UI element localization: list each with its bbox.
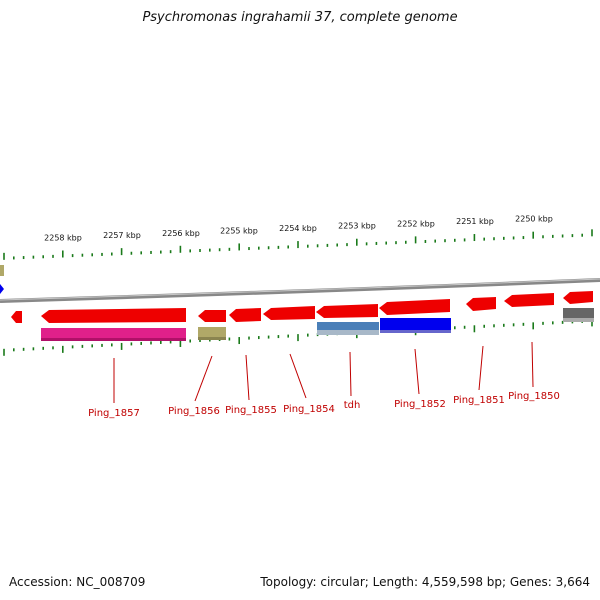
scale-labels: 2258 kbp 2257 kbp 2256 kbp 2255 kbp 2254 kbp…: [44, 215, 553, 243]
cds-ping-1857: [41, 308, 186, 323]
cds-ping-1854: [263, 306, 315, 320]
top-scale-ticks: [3, 229, 593, 260]
gene-label: tdh: [344, 400, 361, 411]
cds-right-edge: [563, 291, 593, 304]
scale-label: 2250 kbp: [515, 215, 553, 224]
gene-label: Ping_1857: [88, 408, 140, 419]
feature-blue: [380, 318, 451, 332]
gene-labels: Ping_1857 Ping_1856 Ping_1855 Ping_1854 …: [88, 391, 560, 419]
gene-label: Ping_1851: [453, 395, 505, 406]
cds-ping-1856: [198, 310, 226, 322]
gene-label: Ping_1850: [508, 391, 560, 402]
feature-gray: [563, 308, 594, 321]
topology-text: Topology: circular; Length: 4,559,598 bp…: [260, 575, 590, 589]
gene-label: Ping_1855: [225, 405, 277, 416]
scale-label: 2256 kbp: [162, 229, 200, 238]
genome-backbone: [0, 278, 600, 303]
gene-label: Ping_1854: [283, 404, 335, 415]
scale-label: 2255 kbp: [220, 226, 258, 235]
cds-arrow-small: [11, 311, 22, 323]
scale-label: 2251 kbp: [456, 217, 494, 226]
accession-text: Accession: NC_008709: [9, 575, 146, 589]
cds-ping-1852: [379, 299, 450, 315]
scale-label: 2257 kbp: [103, 231, 141, 240]
cds-ping-1855: [229, 308, 261, 322]
feature-magenta: [41, 328, 186, 341]
partial-feature-olive: [0, 265, 4, 276]
label-leaders: [113, 341, 534, 403]
cds-tdh: [316, 304, 378, 318]
scale-label: 2253 kbp: [338, 222, 376, 231]
scale-label: 2252 kbp: [397, 219, 435, 228]
scale-label: 2258 kbp: [44, 233, 82, 242]
partial-feature-blue: [0, 284, 4, 294]
feature-olive: [198, 327, 226, 340]
gene-features: [11, 291, 594, 341]
scale-label: 2254 kbp: [279, 224, 317, 233]
cds-ping-1850: [504, 293, 554, 307]
gene-label: Ping_1856: [168, 406, 220, 417]
cds-ping-1851: [466, 297, 496, 311]
page-title: Psychromonas ingrahamii 37, complete gen…: [142, 10, 458, 25]
gene-label: Ping_1852: [394, 399, 446, 410]
